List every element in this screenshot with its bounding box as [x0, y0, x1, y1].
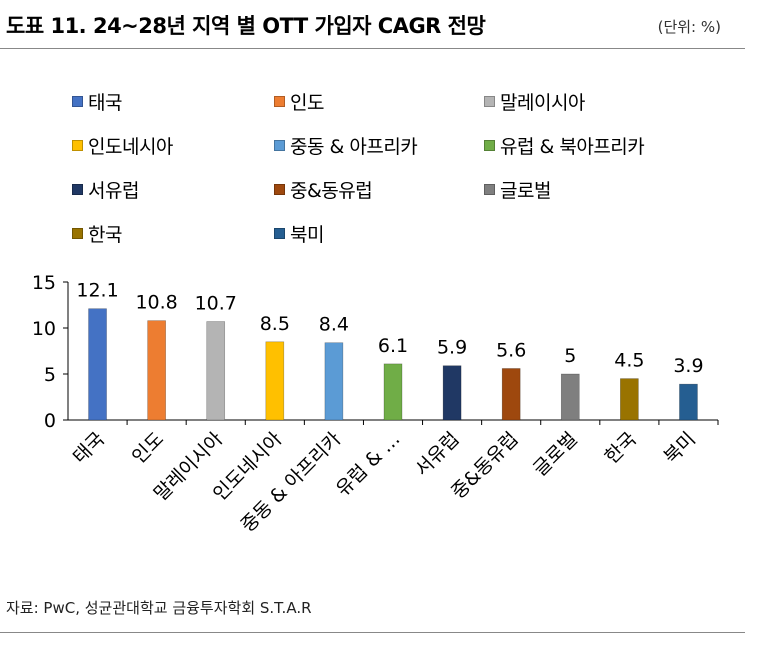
- value-label: 5: [564, 345, 576, 367]
- category-label: 글로벌: [529, 428, 582, 481]
- legend-item: 태국: [72, 88, 122, 115]
- category-label: 서유럽: [411, 428, 464, 481]
- legend-label: 한국: [88, 224, 122, 246]
- category-label: 유럽 & …: [332, 428, 405, 501]
- y-tick-label: 0: [44, 410, 56, 432]
- value-label: 8.5: [260, 313, 290, 335]
- legend-item: 글로벌: [484, 176, 551, 203]
- value-label: 5.9: [437, 337, 467, 359]
- bar: [383, 363, 403, 421]
- legend-swatch: [484, 140, 495, 151]
- bar: [147, 320, 166, 421]
- category-label: 중동 & 아프리카: [237, 428, 346, 537]
- legend-label: 중동 & 아프리카: [290, 136, 418, 158]
- legend-label: 유럽 & 북아프리카: [500, 136, 645, 158]
- legend-label: 인도: [290, 92, 324, 114]
- legend-item: 북미: [274, 220, 324, 247]
- value-label: 10.7: [195, 293, 237, 315]
- legend-item: 인도: [274, 88, 324, 115]
- legend-swatch: [484, 96, 495, 107]
- bar: [620, 378, 639, 421]
- bar: [560, 373, 580, 421]
- source-note: 자료: PwC, 성균관대학교 금융투자학회 S.T.A.R: [6, 599, 312, 617]
- legend-swatch: [274, 184, 285, 195]
- value-label: 6.1: [378, 335, 408, 357]
- value-label: 4.5: [614, 350, 644, 372]
- legend-label: 서유럽: [88, 180, 139, 202]
- value-label: 10.8: [135, 292, 177, 314]
- unit-label: (단위: %): [657, 18, 721, 36]
- chart-title: 도표 11. 24~28년 지역 별 OTT 가입자 CAGR 전망: [6, 14, 486, 38]
- y-tick-label: 15: [32, 272, 56, 294]
- legend-label: 태국: [88, 92, 122, 114]
- legend-label: 말레이시아: [500, 92, 585, 114]
- legend-item: 서유럽: [72, 176, 139, 203]
- legend-swatch: [484, 184, 495, 195]
- legend-label: 중&동유럽: [290, 180, 373, 202]
- legend-item: 중동 & 아프리카: [274, 132, 418, 159]
- bar: [442, 365, 462, 421]
- legend-swatch: [274, 96, 285, 107]
- legend-swatch: [72, 228, 83, 239]
- legend-item: 인도네시아: [72, 132, 173, 159]
- category-label: 한국: [601, 428, 641, 468]
- value-label: 12.1: [76, 280, 118, 302]
- bar: [324, 342, 344, 421]
- legend-label: 글로벌: [500, 180, 551, 202]
- bar: [679, 383, 698, 421]
- legend-label: 인도네시아: [88, 136, 173, 158]
- bottom-divider: [0, 632, 745, 633]
- category-label: 태국: [69, 428, 109, 468]
- legend-label: 북미: [290, 224, 324, 246]
- legend-item: 유럽 & 북아프리카: [484, 132, 645, 159]
- legend-swatch: [72, 96, 83, 107]
- legend-swatch: [274, 228, 285, 239]
- category-label: 북미: [660, 428, 700, 468]
- bar: [206, 321, 226, 421]
- legend-swatch: [72, 184, 83, 195]
- bar: [501, 368, 521, 421]
- legend-swatch: [274, 140, 285, 151]
- legend-item: 한국: [72, 220, 122, 247]
- y-tick-label: 5: [44, 364, 56, 386]
- y-tick-label: 10: [32, 318, 56, 340]
- legend-item: 중&동유럽: [274, 176, 373, 203]
- top-divider: [0, 48, 745, 49]
- value-label: 5.6: [496, 339, 526, 361]
- value-label: 3.9: [673, 355, 703, 377]
- value-label: 8.4: [319, 314, 349, 336]
- legend-item: 말레이시아: [484, 88, 585, 115]
- legend-swatch: [72, 140, 83, 151]
- bar: [88, 308, 107, 421]
- bar: [265, 341, 285, 421]
- category-label: 인도: [128, 428, 168, 468]
